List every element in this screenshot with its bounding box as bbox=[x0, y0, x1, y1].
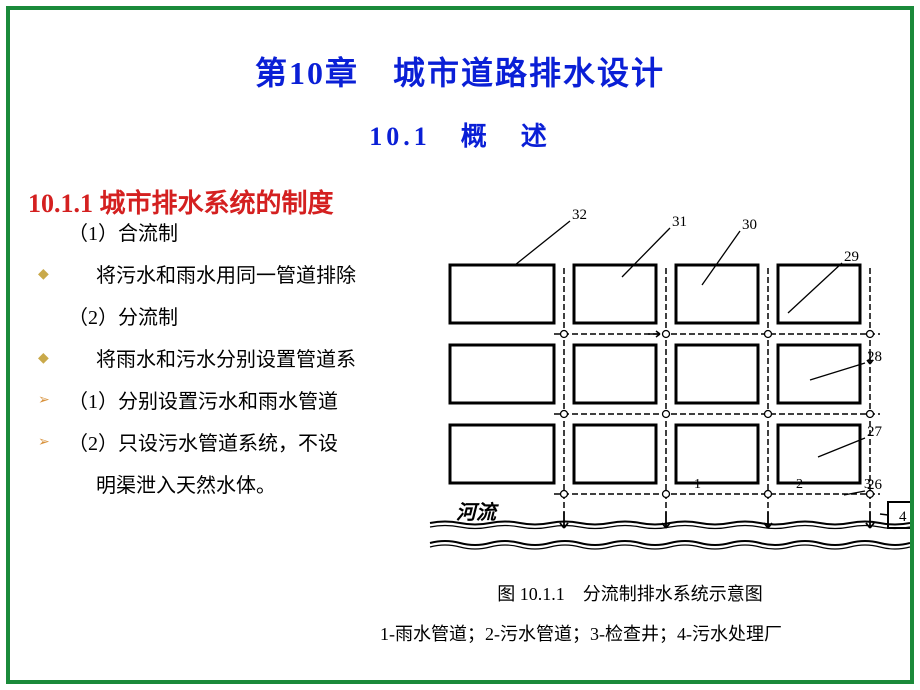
body-text: （1）合流制◆将污水和雨水用同一管道排除（2）分流制◆将雨水和污水分别设置管道系… bbox=[38, 220, 438, 514]
body-line: ◆将雨水和污水分别设置管道系 bbox=[38, 346, 438, 374]
section-title: 10.1 概 述 bbox=[10, 116, 910, 153]
body-line: ➢（1）分别设置污水和雨水管道 bbox=[38, 388, 438, 416]
diamond-bullet: ◆ bbox=[38, 262, 68, 288]
body-line-text: （2）分流制 bbox=[68, 304, 438, 332]
drainage-diagram: 1234河流32313029282726 bbox=[410, 205, 910, 565]
body-line: ◆将污水和雨水用同一管道排除 bbox=[38, 262, 438, 290]
svg-text:28: 28 bbox=[867, 349, 882, 365]
svg-text:4: 4 bbox=[899, 509, 907, 525]
svg-text:27: 27 bbox=[867, 424, 883, 440]
diamond-bullet: ◆ bbox=[38, 346, 68, 372]
svg-text:26: 26 bbox=[867, 477, 883, 493]
body-line-text: （2）只设污水管道系统，不设 bbox=[68, 430, 438, 458]
body-line-text: 将污水和雨水用同一管道排除 bbox=[68, 262, 438, 290]
svg-text:河流: 河流 bbox=[456, 501, 499, 524]
svg-text:29: 29 bbox=[844, 249, 859, 265]
slide-content: 第10章 城市道路排水设计 10.1 概 述 10.1.1 城市排水系统的制度 … bbox=[10, 10, 910, 680]
chapter-title: 第10章 城市道路排水设计 bbox=[10, 48, 910, 94]
arrow-bullet: ➢ bbox=[38, 388, 68, 414]
arrow-bullet: ➢ bbox=[38, 430, 68, 456]
body-line: （1）合流制 bbox=[38, 220, 438, 248]
body-line: 明渠泄入天然水体。 bbox=[38, 472, 438, 500]
svg-text:1: 1 bbox=[694, 477, 701, 492]
body-line-text: （1）合流制 bbox=[68, 220, 438, 248]
figure-caption: 图 10.1.1 分流制排水系统示意图 bbox=[410, 580, 850, 606]
body-line: （2）分流制 bbox=[38, 304, 438, 332]
body-line: ➢（2）只设污水管道系统，不设 bbox=[38, 430, 438, 458]
figure-legend: 1-雨水管道；2-污水管道；3-检查井；4-污水处理厂 bbox=[320, 620, 910, 646]
body-line-text: （1）分别设置污水和雨水管道 bbox=[68, 388, 438, 416]
svg-text:30: 30 bbox=[742, 217, 757, 233]
svg-text:32: 32 bbox=[572, 207, 587, 223]
svg-text:31: 31 bbox=[672, 214, 687, 230]
body-line-text: 明渠泄入天然水体。 bbox=[68, 472, 438, 500]
body-line-text: 将雨水和污水分别设置管道系 bbox=[68, 346, 438, 374]
svg-text:2: 2 bbox=[796, 477, 803, 492]
